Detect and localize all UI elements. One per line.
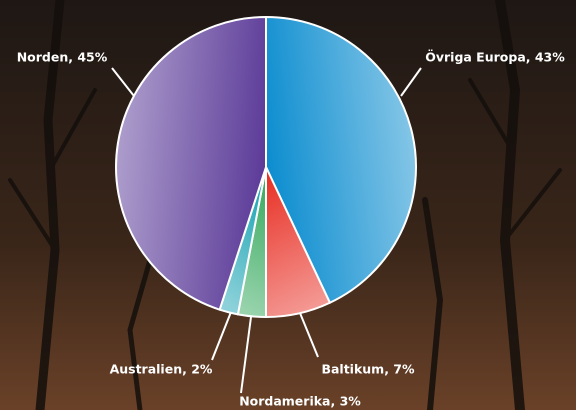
leader-line xyxy=(211,311,232,361)
leader-line xyxy=(299,312,319,358)
slice-label: Nordamerika, 3% xyxy=(239,394,361,409)
pie-slice xyxy=(115,16,267,311)
leader-line xyxy=(111,67,135,97)
slice-label: Baltikum, 7% xyxy=(321,362,415,377)
pie xyxy=(115,16,417,318)
tree-silhouettes xyxy=(8,0,562,410)
leader-line xyxy=(240,316,252,394)
slice-label: Australien, 2% xyxy=(110,362,213,377)
slice-label: Övriga Europa, 43% xyxy=(425,50,565,65)
leader-line xyxy=(400,67,422,97)
slice-label: Norden, 45% xyxy=(17,50,108,65)
pie-slice xyxy=(265,16,417,304)
